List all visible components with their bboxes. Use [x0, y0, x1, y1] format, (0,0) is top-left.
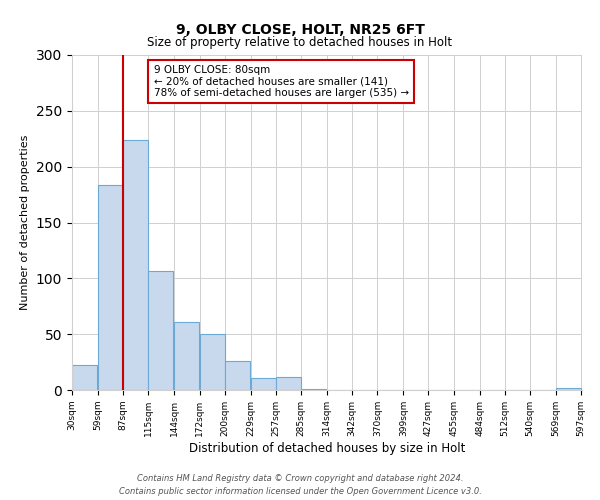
Bar [251, 378, 275, 390]
Y-axis label: Number of detached properties: Number of detached properties [20, 135, 31, 310]
Bar [98, 184, 123, 390]
X-axis label: Distribution of detached houses by size in Holt: Distribution of detached houses by size … [189, 442, 465, 454]
Bar [148, 270, 173, 390]
Bar [200, 334, 224, 390]
Text: Size of property relative to detached houses in Holt: Size of property relative to detached ho… [148, 36, 452, 49]
Text: 9 OLBY CLOSE: 80sqm
← 20% of detached houses are smaller (141)
78% of semi-detac: 9 OLBY CLOSE: 80sqm ← 20% of detached ho… [154, 65, 409, 98]
Bar [276, 376, 301, 390]
Bar [72, 366, 97, 390]
Bar [301, 389, 326, 390]
Text: 9, OLBY CLOSE, HOLT, NR25 6FT: 9, OLBY CLOSE, HOLT, NR25 6FT [176, 22, 424, 36]
Bar [225, 361, 250, 390]
Bar [175, 322, 199, 390]
Bar [124, 140, 148, 390]
Text: Contains HM Land Registry data © Crown copyright and database right 2024.
Contai: Contains HM Land Registry data © Crown c… [119, 474, 481, 496]
Bar [556, 388, 581, 390]
